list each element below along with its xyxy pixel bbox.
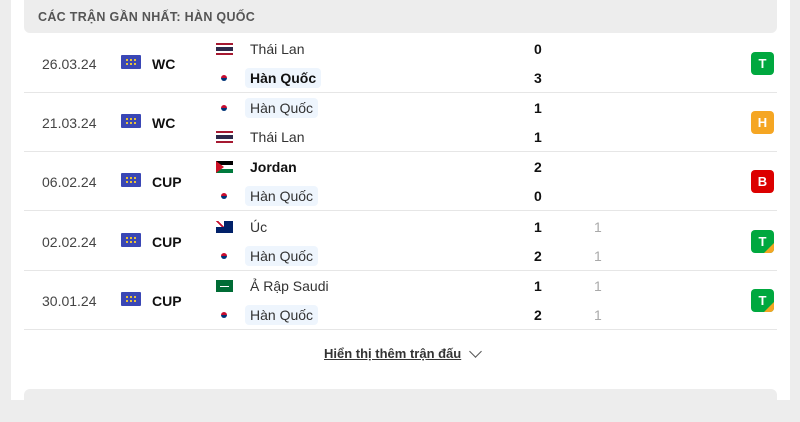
- competition-icon: [121, 291, 141, 306]
- team-name: Hàn Quốc: [245, 304, 319, 325]
- jordan-flag-icon: [216, 161, 233, 174]
- show-more-label: Hiển thị thêm trận đấu: [324, 346, 462, 361]
- home-score: 1: [534, 100, 542, 117]
- match-date: 30.01.24: [42, 292, 97, 309]
- match-date: 02.02.24: [42, 233, 97, 250]
- home-halftime-score: 1: [594, 218, 602, 235]
- away-team[interactable]: Hàn Quốc: [216, 245, 319, 267]
- thailand-flag-icon: [216, 131, 233, 144]
- away-halftime-score: 1: [594, 306, 602, 323]
- thailand-flag-icon: [216, 43, 233, 55]
- match-date: 06.02.24: [42, 174, 97, 191]
- match-row[interactable]: 21.03.24 WC Hàn Quốc 1 Thái Lan 1 H: [24, 93, 777, 153]
- team-name: Thái Lan: [250, 41, 305, 57]
- home-score: 0: [534, 41, 542, 57]
- result-label: B: [757, 174, 768, 190]
- result-label: T: [758, 56, 767, 71]
- home-team[interactable]: Ả Rập Saudi: [216, 275, 334, 297]
- away-score: 2: [534, 247, 542, 264]
- korea-flag-icon: [216, 190, 233, 203]
- competition-name: CUP: [152, 292, 182, 309]
- home-team[interactable]: Jordan: [216, 156, 302, 178]
- competition-icon: [121, 114, 141, 129]
- result-label: H: [757, 115, 768, 131]
- home-score: 1: [534, 218, 542, 235]
- home-score: 2: [534, 159, 542, 176]
- korea-flag-icon: [216, 249, 233, 262]
- competition-icon: [121, 232, 141, 247]
- korea-flag-icon: [216, 308, 233, 321]
- result-label: T: [758, 233, 767, 249]
- result-badge: T: [751, 229, 774, 253]
- team-name: Ả Rập Saudi: [250, 277, 329, 294]
- home-team[interactable]: Úc: [216, 216, 272, 238]
- away-team[interactable]: Hàn Quốc: [216, 67, 322, 89]
- home-score: 1: [534, 277, 542, 294]
- penalty-corner-icon: [764, 242, 774, 253]
- competition-icon: [121, 55, 141, 69]
- team-name: Úc: [250, 218, 268, 235]
- away-score: 0: [534, 188, 542, 205]
- team-name: Hàn Quốc: [245, 245, 319, 266]
- section-title: CÁC TRẬN GẦN NHẤT: HÀN QUỐC: [38, 10, 256, 24]
- korea-flag-icon: [216, 102, 233, 115]
- result-badge: B: [751, 170, 774, 194]
- away-team[interactable]: Hàn Quốc: [216, 304, 319, 326]
- saudi-flag-icon: [216, 279, 233, 292]
- away-team[interactable]: Thái Lan: [216, 126, 309, 148]
- show-more-matches-link[interactable]: Hiển thị thêm trận đấu: [324, 344, 483, 361]
- team-name: Thái Lan: [250, 129, 305, 146]
- competition-name: CUP: [152, 174, 182, 191]
- match-date: 26.03.24: [42, 56, 97, 72]
- match-row[interactable]: 26.03.24 WC Thái Lan 0 Hàn Quốc 3 T: [24, 34, 777, 93]
- result-badge: T: [751, 52, 774, 75]
- match-row[interactable]: 02.02.24 CUP Úc 1 1 Hàn Quốc 2 1 T: [24, 212, 777, 271]
- chevron-down-icon: [469, 344, 483, 358]
- korea-flag-icon: [216, 72, 233, 84]
- away-score: 2: [534, 306, 542, 323]
- away-halftime-score: 1: [594, 247, 602, 264]
- team-name: Hàn Quốc: [245, 98, 319, 119]
- australia-flag-icon: [216, 220, 233, 233]
- match-row[interactable]: 06.02.24 CUP Jordan 2 Hàn Quốc 0 B: [24, 152, 777, 212]
- competition-name: WC: [152, 115, 176, 132]
- competition-name: CUP: [152, 233, 182, 250]
- competition-icon: [121, 173, 141, 188]
- away-score: 3: [534, 70, 542, 86]
- next-section-header: [24, 389, 777, 422]
- section-header: CÁC TRẬN GẦN NHẤT: HÀN QUỐC: [24, 0, 777, 33]
- team-name: Hàn Quốc: [245, 68, 322, 88]
- penalty-corner-icon: [764, 301, 774, 312]
- match-date: 21.03.24: [42, 115, 97, 132]
- result-label: T: [758, 292, 767, 308]
- home-team[interactable]: Hàn Quốc: [216, 97, 319, 119]
- team-name: Jordan: [250, 159, 297, 176]
- match-row[interactable]: 30.01.24 CUP Ả Rập Saudi 1 1 Hàn Quốc 2 1 T: [24, 271, 777, 330]
- competition-name: WC: [152, 56, 176, 72]
- result-badge: H: [751, 111, 774, 135]
- home-team[interactable]: Thái Lan: [216, 38, 309, 60]
- result-badge: T: [751, 288, 774, 312]
- home-halftime-score: 1: [594, 277, 602, 294]
- away-team[interactable]: Hàn Quốc: [216, 185, 319, 207]
- away-score: 1: [534, 129, 542, 146]
- team-name: Hàn Quốc: [245, 186, 319, 207]
